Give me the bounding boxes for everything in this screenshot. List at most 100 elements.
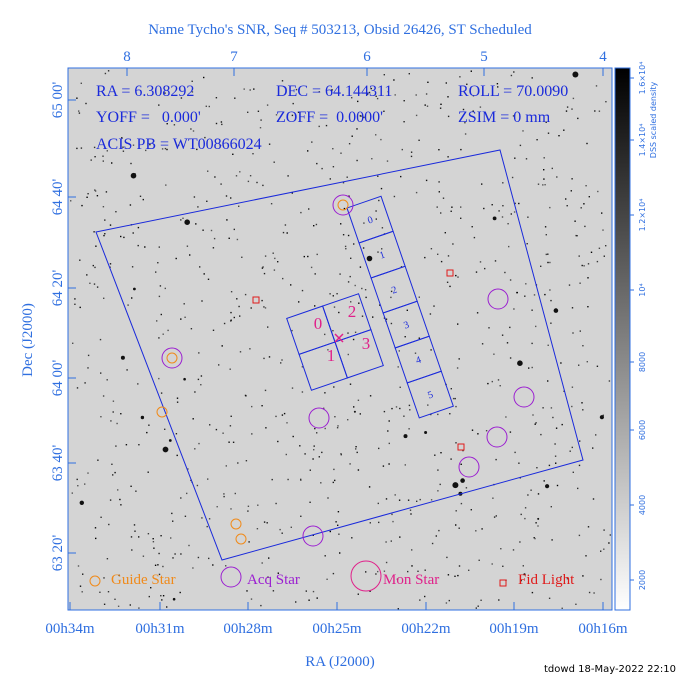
star <box>460 478 465 483</box>
star <box>290 526 292 528</box>
star <box>171 512 173 515</box>
star <box>571 446 573 449</box>
star <box>419 498 421 501</box>
star <box>250 598 253 600</box>
star <box>385 561 388 564</box>
star <box>424 431 428 434</box>
star <box>371 158 373 160</box>
star <box>273 269 276 271</box>
star <box>537 525 539 527</box>
star <box>394 494 396 496</box>
star <box>314 273 316 275</box>
star <box>234 97 236 99</box>
star <box>575 234 577 237</box>
star <box>106 150 108 152</box>
star <box>383 570 386 572</box>
star <box>418 139 420 141</box>
star <box>118 574 120 577</box>
star <box>498 210 500 212</box>
star <box>380 138 382 141</box>
star <box>249 175 252 177</box>
star <box>134 530 136 532</box>
star <box>216 506 218 508</box>
star <box>553 308 559 313</box>
star <box>377 502 379 505</box>
star <box>390 540 392 542</box>
star <box>184 515 187 517</box>
star <box>93 283 96 285</box>
star <box>392 520 394 523</box>
star <box>228 441 230 443</box>
star <box>115 445 117 447</box>
star <box>357 593 359 595</box>
star <box>540 265 542 267</box>
star <box>340 454 342 456</box>
star <box>343 207 346 210</box>
star <box>481 528 483 530</box>
star <box>268 143 271 145</box>
star <box>264 255 267 257</box>
star <box>209 424 211 426</box>
star <box>307 255 309 258</box>
star <box>283 412 286 415</box>
star <box>587 277 589 279</box>
star <box>203 273 205 275</box>
star <box>179 591 181 594</box>
star <box>369 395 372 397</box>
star <box>425 179 428 182</box>
star <box>537 517 540 520</box>
star <box>506 342 509 344</box>
star <box>543 157 545 159</box>
star <box>352 338 355 341</box>
star <box>491 380 493 383</box>
star <box>603 548 605 550</box>
markers <box>156 194 535 547</box>
star <box>316 162 318 165</box>
star <box>176 454 178 457</box>
star <box>182 217 184 219</box>
star <box>197 556 200 559</box>
star <box>509 326 511 329</box>
star <box>578 534 581 537</box>
star <box>478 559 480 561</box>
star <box>320 482 322 484</box>
star <box>202 229 204 231</box>
star <box>424 569 426 571</box>
star <box>79 306 81 309</box>
star <box>527 494 529 496</box>
star <box>370 87 372 90</box>
star <box>527 216 529 218</box>
star <box>466 83 468 85</box>
star <box>579 330 581 332</box>
star <box>372 316 374 318</box>
star <box>277 440 279 443</box>
legend-label: Guide Star <box>111 572 176 588</box>
star <box>511 176 514 179</box>
info-zoff: ZOFF = 0.0000' <box>276 109 383 126</box>
top-tick-label: 8 <box>123 49 131 65</box>
star <box>510 213 512 215</box>
star <box>513 308 515 310</box>
star <box>206 200 208 202</box>
star <box>184 316 186 318</box>
star <box>158 246 160 248</box>
star <box>192 418 194 420</box>
star <box>157 262 159 264</box>
star <box>87 472 89 474</box>
star <box>475 271 478 273</box>
star <box>329 178 331 180</box>
star <box>601 212 603 214</box>
chip-label: 1 <box>327 346 336 365</box>
star <box>333 306 336 308</box>
star <box>323 407 325 409</box>
star <box>361 315 364 317</box>
star <box>391 407 393 410</box>
star <box>571 405 573 408</box>
star <box>152 538 154 540</box>
star <box>333 386 335 388</box>
star <box>247 505 250 507</box>
star <box>135 490 137 492</box>
star <box>440 103 442 105</box>
star <box>133 524 136 526</box>
info-roll: ROLL = 70.0090 <box>458 83 568 100</box>
